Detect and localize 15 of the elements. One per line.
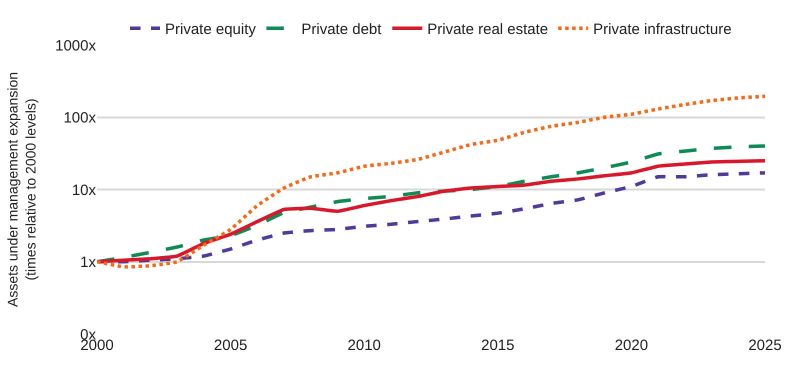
legend-label: Private equity: [165, 21, 256, 38]
y-tick-label: 1x: [80, 254, 96, 271]
legend-label: Private debt: [301, 21, 382, 38]
legend-label: Private real estate: [427, 21, 548, 38]
line-series: [97, 94, 765, 269]
legend-label: Private infrastructure: [593, 21, 732, 38]
x-tick-label: 2005: [214, 337, 248, 354]
x-tick-label: 2015: [481, 337, 514, 354]
y-axis-title: Assets under management expansion (times relative to 2000 levels): [4, 72, 39, 308]
x-tick-label: 2010: [348, 337, 381, 354]
y-tick-label: 10x: [72, 182, 96, 199]
x-tick-label: 2020: [614, 337, 648, 354]
x-tick-label: 2025: [748, 337, 782, 354]
y-tick-label: 100x: [63, 110, 96, 126]
y-tick-label: 1000x: [55, 37, 96, 54]
